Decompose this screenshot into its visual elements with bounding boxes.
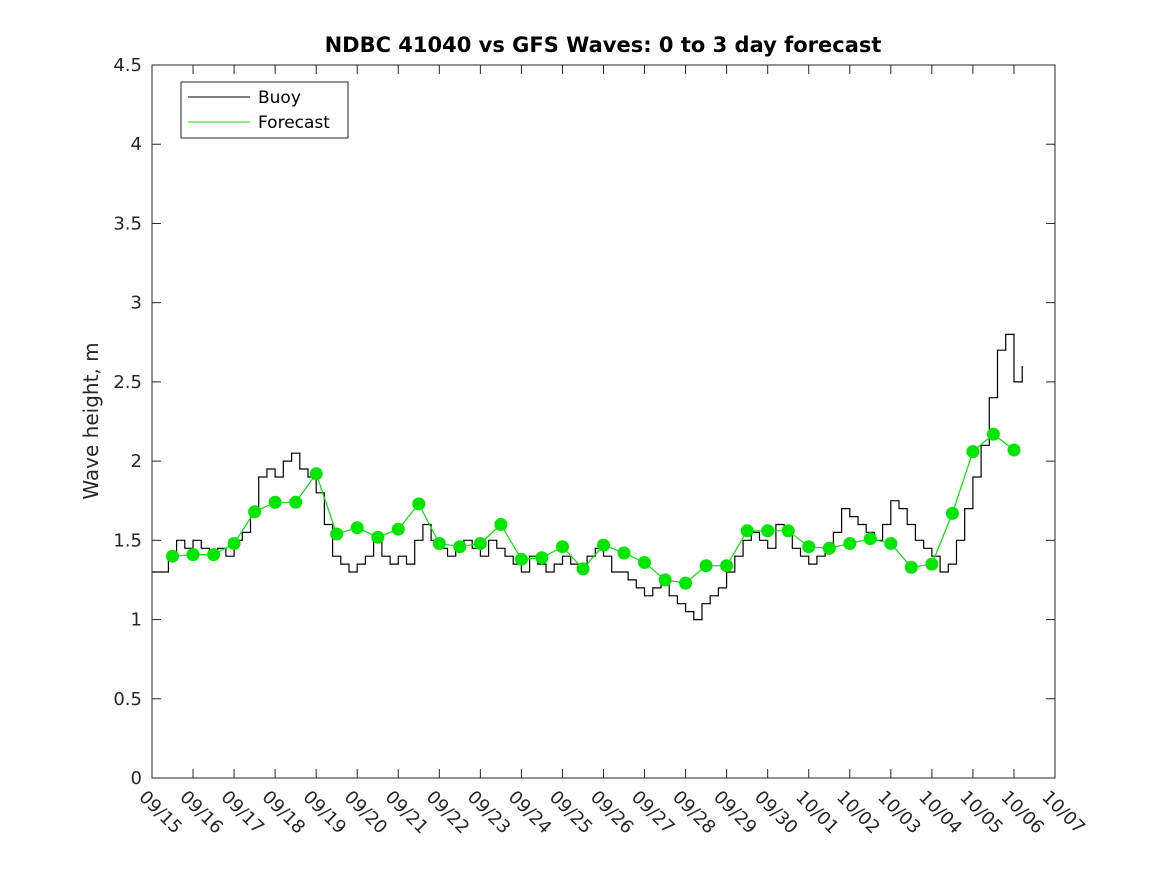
forecast-point xyxy=(781,524,795,538)
forecast-point xyxy=(227,537,241,550)
forecast-point xyxy=(679,576,693,590)
forecast-point xyxy=(514,552,528,566)
buoy-series xyxy=(152,333,1023,621)
y-tick-label: 0 xyxy=(131,768,142,789)
chart-title: NDBC 41040 vs GFS Waves: 0 to 3 day fore… xyxy=(325,33,882,57)
forecast-point xyxy=(986,427,1000,441)
y-tick-label: 4 xyxy=(131,134,142,155)
y-tick-label: 2.5 xyxy=(113,372,142,393)
forecast-point xyxy=(822,541,836,555)
forecast-point xyxy=(966,445,980,459)
forecast-point xyxy=(1007,443,1021,457)
buoy-line xyxy=(152,333,1023,621)
y-tick-label: 0.5 xyxy=(113,689,142,710)
forecast-point xyxy=(350,521,364,535)
forecast-point xyxy=(597,538,610,552)
forecast-point xyxy=(740,524,754,538)
forecast-point xyxy=(207,548,221,562)
forecast-point xyxy=(617,546,631,560)
legend-box xyxy=(180,81,349,139)
legend: Buoy Forecast xyxy=(180,81,349,139)
forecast-point xyxy=(473,537,487,550)
forecast-point xyxy=(904,560,918,574)
forecast-point xyxy=(412,497,426,511)
y-tick-label: 3.5 xyxy=(113,213,142,234)
forecast-point xyxy=(863,532,877,546)
y-tick-label: 3 xyxy=(131,293,142,314)
forecast-point xyxy=(843,537,857,550)
plot-area xyxy=(152,65,1055,778)
forecast-point xyxy=(535,551,549,565)
forecast-point xyxy=(925,557,939,571)
forecast-series xyxy=(166,427,1021,590)
y-axis-label: Wave height, m xyxy=(79,342,103,499)
y-axis: 0 0.5 1 1.5 2 2.5 3 3.5 4 4.5 xyxy=(113,55,1055,789)
y-tick-label: 1.5 xyxy=(113,530,142,551)
forecast-point xyxy=(453,540,467,554)
forecast-point xyxy=(884,537,898,550)
forecast-point xyxy=(945,506,959,520)
forecast-point xyxy=(761,524,775,538)
forecast-point xyxy=(289,495,303,509)
y-tick-label: 4.5 xyxy=(113,55,142,76)
forecast-point xyxy=(802,540,816,554)
legend-buoy-label: Buoy xyxy=(258,88,301,108)
forecast-point xyxy=(699,559,713,573)
legend-forecast-label: Forecast xyxy=(258,113,330,133)
forecast-point xyxy=(309,467,323,481)
forecast-point xyxy=(248,505,262,519)
forecast-point xyxy=(391,522,405,536)
forecast-point xyxy=(638,556,651,569)
forecast-point xyxy=(720,559,734,573)
forecast-point xyxy=(494,518,508,531)
forecast-point xyxy=(432,537,446,550)
y-tick-label: 1 xyxy=(131,610,142,631)
forecast-point xyxy=(556,540,569,554)
forecast-point xyxy=(371,530,385,544)
forecast-point xyxy=(186,548,200,562)
forecast-point xyxy=(576,562,590,576)
forecast-point xyxy=(330,527,344,541)
y-tick-label: 2 xyxy=(131,451,142,472)
forecast-point xyxy=(658,573,672,587)
forecast-point xyxy=(268,495,282,509)
forecast-point xyxy=(166,549,179,563)
